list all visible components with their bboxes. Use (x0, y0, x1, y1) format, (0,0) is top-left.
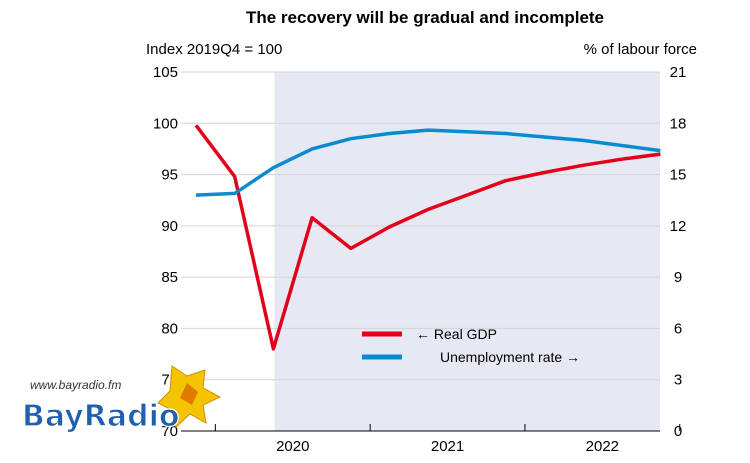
x-tick-labels: 2020 2021 2022 (214, 424, 681, 455)
star-logo-icon (157, 365, 222, 428)
x-tick-label: 2021 (431, 438, 464, 455)
right-tick-label: 18 (670, 115, 687, 132)
right-tick-label: 0 (674, 423, 682, 440)
legend-label-real-gdp: ← Real GDP (416, 326, 497, 342)
right-tick-label: 15 (670, 167, 687, 184)
left-tick-label: 85 (161, 269, 178, 286)
left-tick-label: 95 (161, 167, 178, 184)
right-axis-label: % of labour force (584, 41, 697, 58)
left-axis-label: Index 2019Q4 = 100 (146, 41, 282, 58)
watermark-url: www.bayradio.fm (30, 378, 121, 392)
legend: ← Real GDP Unemployment rate → (362, 326, 580, 365)
right-tick-labels: 21 18 15 12 9 6 3 0 (670, 64, 687, 440)
right-tick-label: 6 (674, 320, 682, 337)
chart-title: The recovery will be gradual and incompl… (246, 8, 604, 27)
left-tick-label: 90 (161, 218, 178, 235)
left-tick-label: 105 (153, 64, 178, 81)
right-tick-label: 21 (670, 64, 687, 81)
right-tick-label: 9 (674, 269, 682, 286)
left-tick-label: 70 (161, 423, 178, 440)
legend-label-unemployment-rate: Unemployment rate → (440, 349, 580, 365)
x-tick-label: 2020 (276, 438, 309, 455)
bayradio-watermark-logo: www.bayradio.fm BayRadio (21, 365, 222, 435)
series-line-real-gdp (194, 124, 661, 351)
right-tick-label: 3 (674, 372, 682, 389)
series-line-unemployment-rate (195, 128, 661, 197)
left-tick-label: 100 (153, 115, 178, 132)
watermark-name: BayRadio (22, 399, 179, 434)
right-tick-label: 12 (670, 218, 687, 235)
projection-shading (274, 72, 660, 431)
x-tick-label: 2022 (586, 438, 619, 455)
left-tick-label: 80 (161, 320, 178, 337)
